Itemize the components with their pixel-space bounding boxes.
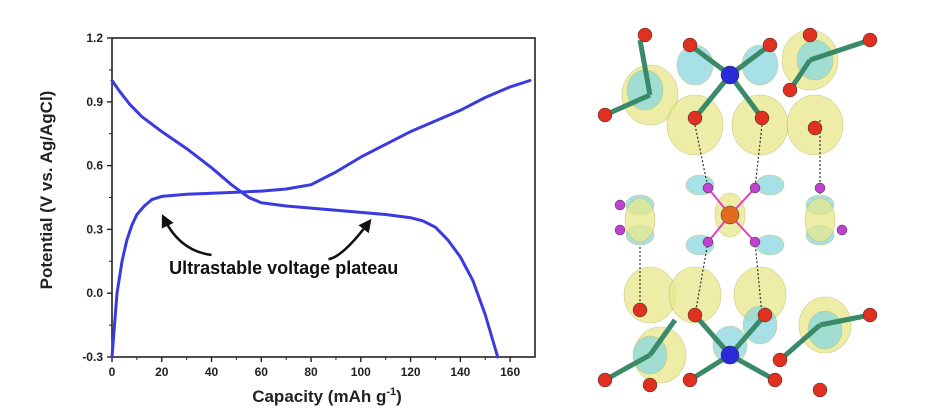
x-axis-title: Capacity (mAh g-1) [252, 386, 402, 406]
oxygen-atom [632, 302, 648, 318]
y-tick-label: 0.9 [86, 95, 103, 109]
oxygen-atom [597, 372, 613, 388]
oxygen-atom [682, 37, 698, 53]
oxygen-atom [802, 27, 818, 43]
axis-ticks: 0 20 40 60 80 100 120 140 160 -0.3 0.0 0.3 0.6 0.9 1.2 [82, 31, 520, 379]
x-tick-label: 0 [109, 365, 116, 379]
x-tick-label: 80 [304, 365, 318, 379]
oxygen-atom [782, 82, 798, 98]
oxygen-atom [812, 382, 828, 398]
y-axis-title: Potential (V vs. Ag/AgCl) [37, 91, 56, 290]
annotation-arrow [328, 218, 372, 261]
oxygen-atom [687, 307, 703, 323]
ligand-atom [614, 224, 626, 236]
bond [603, 92, 652, 118]
bond [603, 352, 652, 383]
y-tick-label: 1.2 [86, 31, 103, 45]
charge-curve [110, 79, 532, 359]
oxygen-atom [772, 352, 788, 368]
ligand-atom [702, 182, 714, 194]
bond [694, 124, 709, 189]
x-tick-label: 40 [205, 365, 219, 379]
bond [754, 241, 763, 316]
oxygen-atom [762, 37, 778, 53]
oxygen-atom [767, 372, 783, 388]
ligand-atom [702, 236, 714, 248]
x-tick-label: 60 [255, 365, 269, 379]
charge-isosurface [755, 174, 785, 196]
bond [694, 241, 709, 316]
ligand-atom [749, 236, 761, 248]
oxygen-atom [642, 377, 658, 393]
bond [637, 39, 653, 96]
discharge-curve [110, 79, 500, 359]
x-tick-label: 160 [500, 365, 520, 379]
y-tick-label: 0.0 [86, 286, 103, 300]
charge-isosurface [668, 266, 722, 324]
x-tick-label: 20 [155, 365, 169, 379]
x-tick-label: 140 [450, 365, 470, 379]
bond [754, 124, 763, 189]
x-tick-label: 100 [351, 365, 371, 379]
oxygen-atom [862, 307, 878, 323]
x-tick-label: 120 [401, 365, 421, 379]
plot-area [111, 37, 536, 358]
vanadium-atom [720, 345, 740, 365]
oxygen-atom [754, 110, 770, 126]
oxygen-atom [757, 307, 773, 323]
oxygen-atom [862, 32, 878, 48]
ligand-atom [814, 182, 826, 194]
ligand-atom [614, 199, 626, 211]
oxygen-atom [682, 372, 698, 388]
plot-border [111, 37, 536, 358]
oxygen-atom [597, 107, 613, 123]
charge-isosurface [755, 234, 785, 256]
charge-isosurface [624, 197, 656, 243]
y-tick-label: -0.3 [82, 350, 103, 364]
center-atom [720, 205, 740, 225]
y-tick-label: 0.3 [86, 222, 103, 236]
bond [647, 318, 678, 357]
series-lines [110, 79, 532, 359]
ligand-atom [836, 224, 848, 236]
oxygen-atom [807, 120, 823, 136]
bond [778, 323, 822, 362]
bond [809, 37, 871, 63]
oxygen-atom [687, 110, 703, 126]
y-tick-label: 0.6 [86, 159, 103, 173]
vanadium-atom [720, 65, 740, 85]
annotation-arrow [161, 214, 212, 257]
annotation-text: Ultrastable voltage plateau [169, 258, 398, 278]
charge-isosurface [804, 197, 836, 243]
charge-isosurface [623, 266, 677, 324]
annotations: Ultrastable voltage plateau [161, 214, 398, 278]
bond [819, 312, 871, 328]
crystal-structure-image [597, 27, 878, 398]
voltage-chart: 0 20 40 60 80 100 120 140 160 -0.3 0.0 0.3 0.6 0.9 1.2… [37, 31, 536, 406]
oxygen-atom [637, 27, 653, 43]
ligand-atom [749, 182, 761, 194]
